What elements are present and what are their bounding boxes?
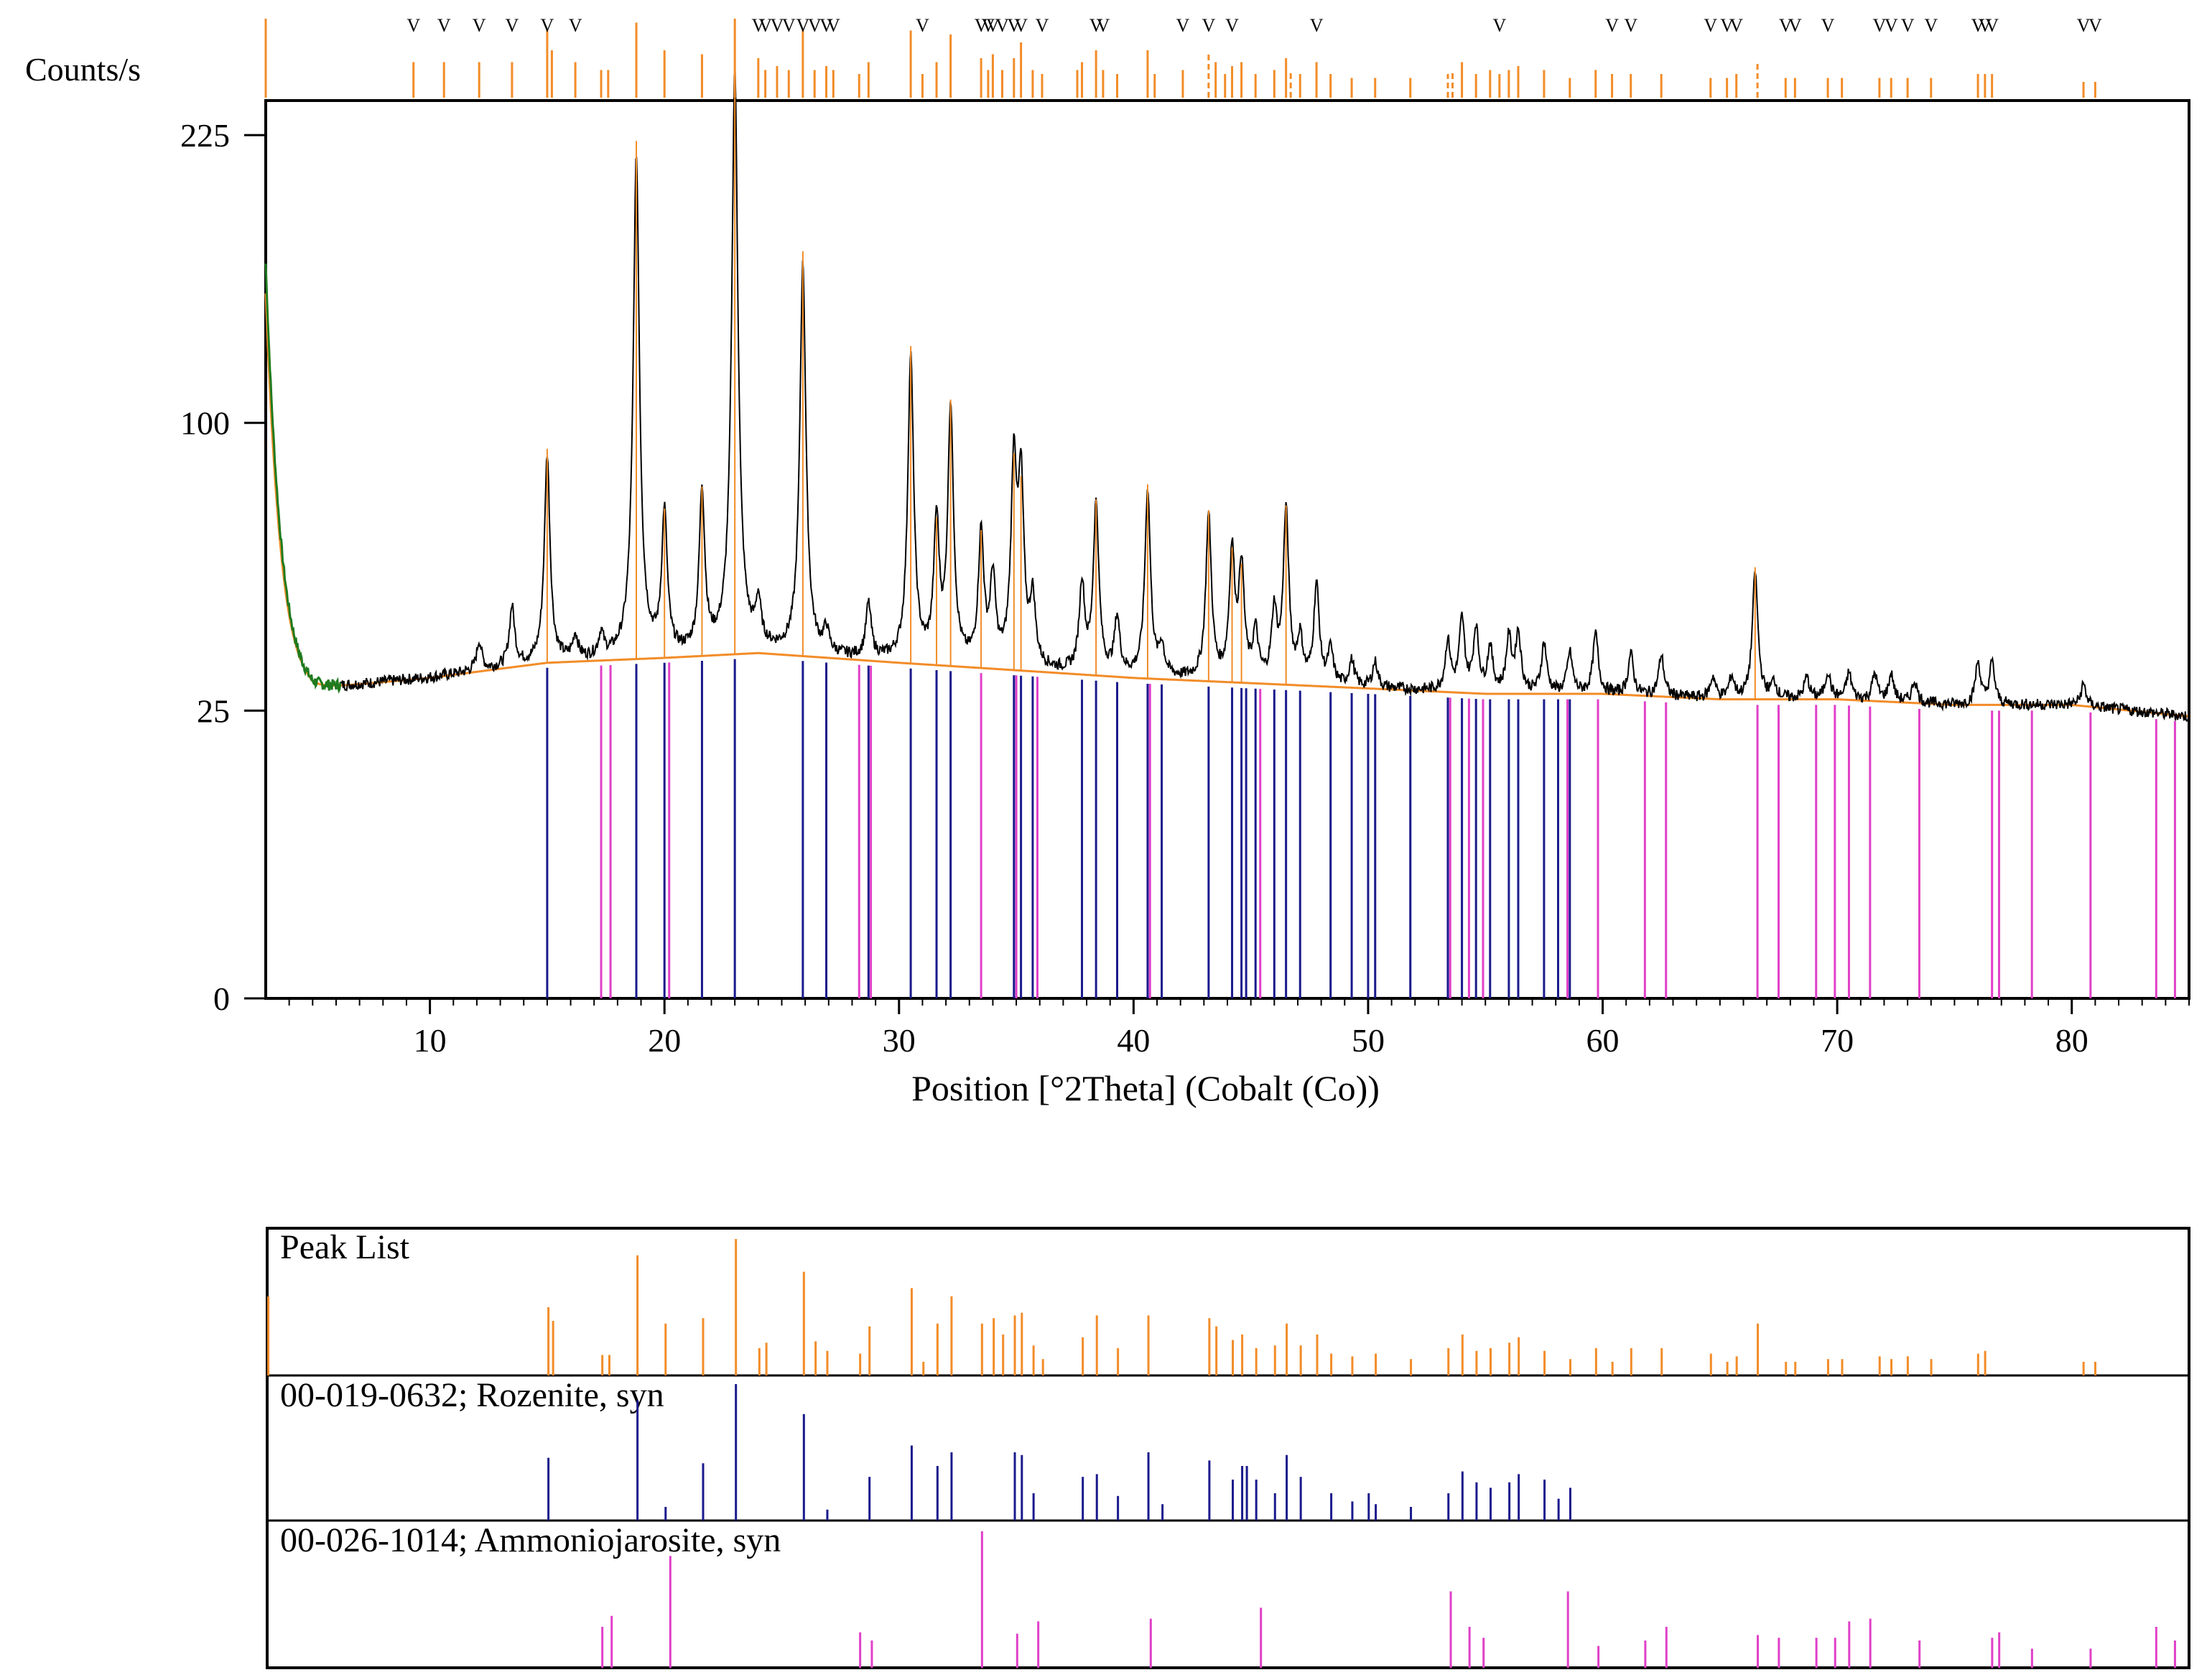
- peak-v-marker: V: [1971, 15, 1985, 36]
- peak-v-marker: V: [1089, 15, 1103, 36]
- peak-v-marker: V: [1821, 15, 1835, 36]
- x-tick-label: 20: [648, 1022, 681, 1059]
- peak-v-marker: V: [819, 15, 833, 36]
- peak-v-marker: V: [506, 15, 519, 36]
- peak-v-marker: V: [1978, 15, 1992, 36]
- x-tick-label: 10: [414, 1022, 447, 1059]
- peak-v-marker: V: [1885, 15, 1898, 36]
- plot-frame: [264, 99, 2190, 1000]
- peak-v-marker: V: [771, 15, 784, 36]
- x-tick-label: 50: [1352, 1022, 1385, 1059]
- x-axis-title: Position [°2Theta] (Cobalt (Co)): [911, 1068, 1380, 1108]
- peak-v-marker: V: [2088, 15, 2102, 36]
- peak-v-marker: V: [1729, 15, 1743, 36]
- y-tick-label: 0: [213, 980, 230, 1017]
- measured-pattern: [265, 70, 2190, 723]
- peak-v-marker: V: [1901, 15, 1915, 36]
- peak-v-marker: V: [569, 15, 582, 36]
- peak-v-marker: V: [827, 15, 840, 36]
- peak-v-marker: V: [758, 15, 772, 36]
- peak-v-marker: V: [406, 15, 420, 36]
- y-tick-label: 225: [180, 117, 230, 154]
- peak-v-marker: V: [981, 15, 995, 36]
- peak-v-marker: V: [1779, 15, 1793, 36]
- peak-v-marker: V: [1310, 15, 1324, 36]
- x-tick-label: 70: [1821, 1022, 1854, 1059]
- stick-panel-frame: [266, 1227, 2190, 1669]
- peak-v-marker: V: [1036, 15, 1049, 36]
- peak-v-marker: V: [1202, 15, 1215, 36]
- peak-v-marker: V: [808, 15, 822, 36]
- low-angle-fit: [264, 263, 342, 694]
- peak-v-marker: V: [782, 15, 796, 36]
- peak-v-marker: V: [1720, 15, 1734, 36]
- x-tick-label: 60: [1586, 1022, 1620, 1059]
- peak-v-marker: V: [1225, 15, 1239, 36]
- peak-v-marker: V: [751, 15, 765, 36]
- peak-v-marker: V: [1924, 15, 1938, 36]
- peak-v-marker: V: [1704, 15, 1717, 36]
- x-tick-label: 30: [883, 1022, 916, 1059]
- peak-v-marker: V: [916, 15, 929, 36]
- y-tick-label: 100: [180, 405, 230, 442]
- peak-v-marker: V: [1985, 15, 1999, 36]
- peak-v-marker: V: [1873, 15, 1887, 36]
- peak-v-marker: V: [986, 15, 1000, 36]
- peak-v-marker: V: [995, 15, 1009, 36]
- peak-v-marker: V: [1492, 15, 1506, 36]
- rozenite-label: 00-019-0632; Rozenite, syn: [280, 1376, 664, 1414]
- y-axis-title: Counts/s: [25, 51, 141, 88]
- peak-v-marker: V: [1176, 15, 1190, 36]
- peak-v-marker: V: [437, 15, 451, 36]
- peak-v-marker: V: [2077, 15, 2091, 36]
- peak-v-marker: V: [473, 15, 486, 36]
- peak-v-marker: V: [1097, 15, 1110, 36]
- peak-v-marker: V: [1605, 15, 1619, 36]
- background-curve: [264, 293, 2189, 718]
- peak-v-marker: V: [541, 15, 554, 36]
- peak-v-marker: V: [1007, 15, 1021, 36]
- peak-v-marker: V: [1624, 15, 1637, 36]
- y-tick-label: 25: [197, 692, 230, 729]
- x-tick-label: 80: [2055, 1022, 2088, 1059]
- x-tick-label: 40: [1117, 1022, 1150, 1059]
- peak-list-label: Peak List: [280, 1228, 410, 1266]
- peak-v-marker: V: [1014, 15, 1028, 36]
- peak-v-marker: V: [796, 15, 809, 36]
- peak-v-marker: V: [975, 15, 988, 36]
- peak-v-marker: V: [1788, 15, 1802, 36]
- ammoniojarosite-label: 00-026-1014; Ammoniojarosite, syn: [280, 1521, 781, 1559]
